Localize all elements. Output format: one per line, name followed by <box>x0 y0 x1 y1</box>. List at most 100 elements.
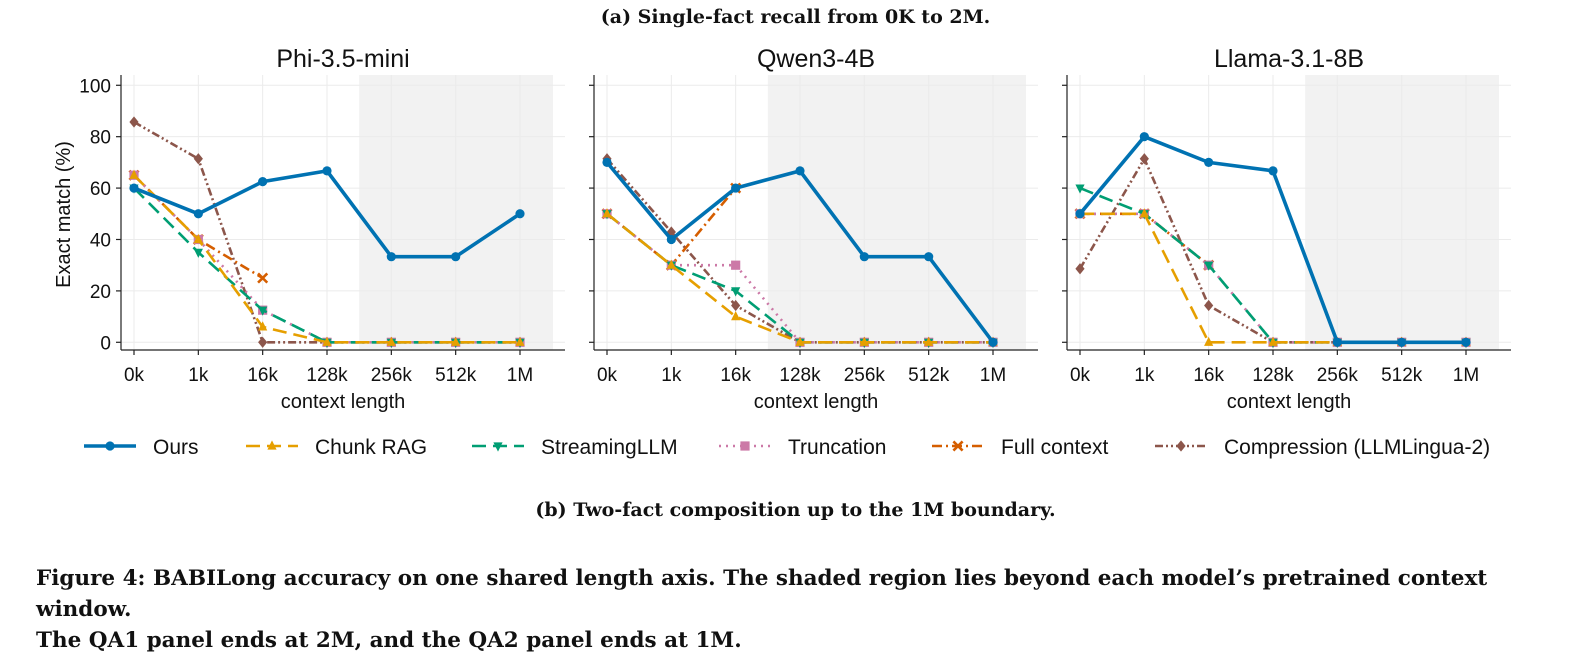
legend-label: Truncation <box>788 436 886 459</box>
chart-panel-3: 0k 1k 16k 128k 256k 512k 1M Llama-3.1-8B context… <box>1062 45 1511 413</box>
series-chunk-rag <box>602 208 998 346</box>
data-point <box>1268 166 1278 176</box>
legend-item: Compression (LLMLingua-2) <box>1155 436 1490 459</box>
data-point <box>1075 209 1085 219</box>
x-tick-label: 512k <box>435 365 477 386</box>
data-point <box>129 116 139 128</box>
data-point <box>795 336 805 346</box>
x-tick-label: 1M <box>980 365 1006 386</box>
series-chunk-rag <box>129 169 525 346</box>
x-tick-label: 256k <box>1317 365 1359 386</box>
data-point <box>1461 337 1471 347</box>
legend-marker <box>493 442 503 452</box>
x-axis-label: context length <box>281 391 406 413</box>
x-tick-label: 0k <box>1070 365 1091 386</box>
legend-marker <box>1176 440 1186 452</box>
x-tick-label: 16k <box>720 365 751 386</box>
x-tick-label: 128k <box>779 365 821 386</box>
y-tick-label: 100 <box>79 76 111 97</box>
caption-line-1: Figure 4: BABILong accuracy on one share… <box>36 566 1488 622</box>
subtitle-a: (a) Single-fact recall from 0K to 2M. <box>600 6 991 28</box>
legend-label: Full context <box>1001 436 1109 459</box>
caption-line-2: The QA1 panel ends at 2M, and the QA2 pa… <box>36 628 742 653</box>
y-tick-label: 40 <box>90 230 111 251</box>
shaded-region <box>767 75 1026 350</box>
legend-label: Chunk RAG <box>315 436 427 459</box>
data-point <box>129 169 139 179</box>
data-point <box>1204 261 1214 271</box>
data-point <box>859 252 869 262</box>
data-point <box>859 336 869 346</box>
data-point <box>515 209 525 219</box>
data-point <box>731 183 741 193</box>
legend-label: Compression (LLMLingua-2) <box>1224 436 1490 459</box>
data-point <box>386 336 396 346</box>
legend-item: Ours <box>84 436 199 459</box>
data-point <box>795 166 805 176</box>
data-point <box>1204 299 1214 312</box>
x-tick-label: 1k <box>661 365 682 386</box>
chart-panel-1: 0 20 40 60 80 100 0k 1k 16k 128k 256k 512k 1M Phi-3.5… <box>53 45 565 413</box>
data-point <box>1268 336 1278 346</box>
data-point <box>257 272 269 284</box>
data-point <box>1139 153 1149 165</box>
data-point <box>193 233 203 244</box>
y-tick-label: 20 <box>90 282 111 303</box>
legend-marker <box>952 440 964 452</box>
legend-marker <box>105 441 115 451</box>
data-point <box>193 209 203 219</box>
data-point <box>602 157 612 167</box>
x-tick-label: 128k <box>306 365 348 386</box>
series-ours <box>129 166 525 262</box>
data-point <box>666 259 676 269</box>
x-tick-label: 256k <box>844 365 886 386</box>
figure-caption: Figure 4: BABILong accuracy on one share… <box>36 563 1566 656</box>
x-tick-label: 1k <box>188 365 209 386</box>
data-point <box>258 177 268 187</box>
data-point <box>731 299 741 312</box>
x-tick-label: 256k <box>371 365 413 386</box>
panel-title: Llama-3.1-8B <box>1214 45 1364 73</box>
data-point <box>258 321 268 331</box>
x-axis-label: context length <box>754 391 879 413</box>
data-point <box>193 153 203 165</box>
legend-marker <box>267 440 277 450</box>
panel-title: Phi-3.5-mini <box>276 45 409 73</box>
x-tick-label: 0k <box>597 365 618 386</box>
data-point <box>731 260 741 270</box>
x-axis-label: context length <box>1227 391 1352 413</box>
data-point <box>1332 337 1342 347</box>
data-point <box>1139 132 1149 142</box>
data-point <box>193 248 203 258</box>
legend-label: Ours <box>153 436 199 459</box>
series-ours <box>602 157 998 347</box>
data-point <box>731 310 741 321</box>
data-point <box>322 336 332 346</box>
chart-panel-2: 0k 1k 16k 128k 256k 512k 1M Qwen3-4B context len… <box>589 45 1038 413</box>
x-tick-label: 1k <box>1134 365 1155 386</box>
data-point <box>1075 184 1085 194</box>
data-point <box>451 336 461 346</box>
subtitle-b: (b) Two-fact composition up to the 1M bo… <box>535 499 1056 521</box>
data-point <box>1397 337 1407 347</box>
data-point <box>1204 157 1214 167</box>
data-point <box>258 306 268 316</box>
legend-item: Truncation <box>719 436 886 459</box>
data-point <box>129 183 139 193</box>
x-tick-label: 1M <box>507 365 533 386</box>
data-point <box>731 287 741 297</box>
data-point <box>258 336 268 348</box>
data-point <box>1139 208 1149 218</box>
data-point <box>988 337 998 347</box>
legend-item: Chunk RAG <box>246 436 427 459</box>
legend-item: StreamingLLM <box>472 436 678 459</box>
y-tick-label: 60 <box>90 179 111 200</box>
legend: Ours Chunk RAG StreamingLLM Truncation Full … <box>84 436 1490 459</box>
data-point <box>1204 336 1214 346</box>
series-ours <box>1075 132 1471 347</box>
x-tick-label: 512k <box>1381 365 1423 386</box>
series-line <box>133 174 264 280</box>
legend-marker <box>740 441 750 451</box>
x-tick-label: 512k <box>908 365 950 386</box>
